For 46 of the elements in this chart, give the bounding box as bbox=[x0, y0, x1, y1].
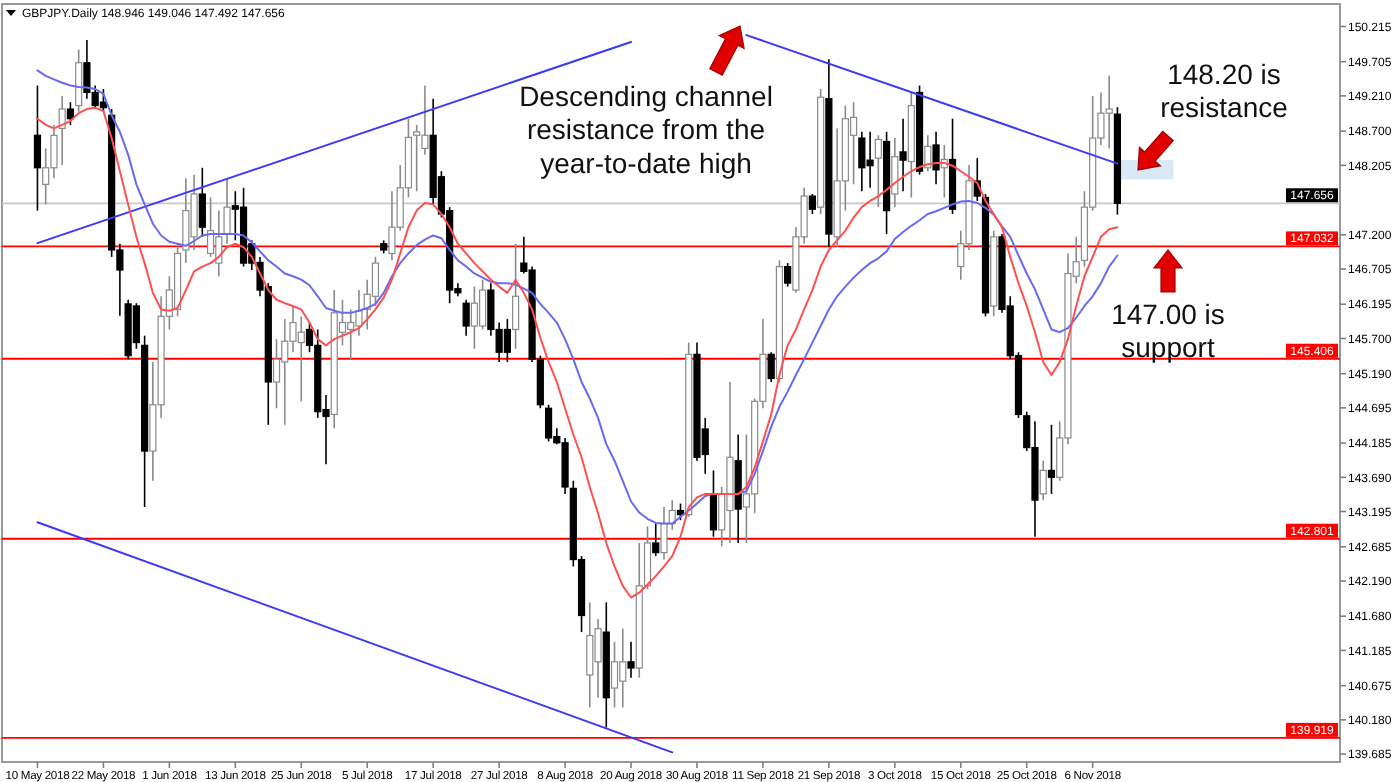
candlestick bbox=[99, 88, 107, 113]
candlestick bbox=[652, 522, 660, 557]
candlestick bbox=[503, 318, 511, 363]
candlestick bbox=[462, 298, 470, 337]
candlestick bbox=[544, 403, 553, 443]
candlestick bbox=[858, 131, 866, 193]
candlestick bbox=[347, 308, 355, 360]
candlestick bbox=[899, 117, 907, 193]
candlestick bbox=[371, 256, 380, 307]
annotation: 147.00 is support bbox=[1111, 297, 1225, 364]
candlestick bbox=[891, 137, 899, 208]
candlestick bbox=[215, 209, 223, 278]
candlestick bbox=[206, 196, 215, 258]
candlestick bbox=[767, 351, 775, 383]
candlestick bbox=[33, 84, 42, 212]
candlestick bbox=[850, 101, 858, 186]
candlestick bbox=[132, 302, 140, 350]
annotation: Descending channel resistance from the year-to-date high bbox=[519, 79, 773, 179]
candlestick bbox=[709, 469, 718, 538]
candlestick bbox=[272, 338, 281, 410]
candlestick bbox=[198, 166, 206, 238]
candlestick bbox=[421, 84, 429, 156]
candlestick bbox=[619, 627, 627, 709]
candlestick bbox=[512, 242, 520, 350]
candlestick bbox=[784, 262, 792, 288]
candlestick bbox=[470, 285, 478, 350]
candlestick bbox=[75, 48, 83, 113]
candlestick bbox=[182, 177, 190, 264]
candlestick bbox=[58, 95, 66, 166]
candlestick bbox=[932, 131, 940, 186]
candlestick bbox=[297, 315, 305, 403]
candlestick bbox=[1047, 424, 1056, 495]
candlestick bbox=[660, 506, 668, 561]
candlestick bbox=[83, 39, 91, 100]
candlestick bbox=[610, 640, 619, 709]
candlestick bbox=[1105, 75, 1113, 150]
candlestick bbox=[866, 131, 874, 189]
candlestick bbox=[808, 193, 816, 215]
candlestick bbox=[413, 124, 421, 193]
candlestick bbox=[281, 318, 289, 426]
candlestick bbox=[874, 134, 882, 208]
text: 148.20 is resistance bbox=[1160, 57, 1289, 124]
candlestick bbox=[627, 640, 635, 679]
candlestick bbox=[586, 601, 594, 709]
candlestick bbox=[479, 278, 487, 331]
candlestick bbox=[1039, 459, 1047, 501]
